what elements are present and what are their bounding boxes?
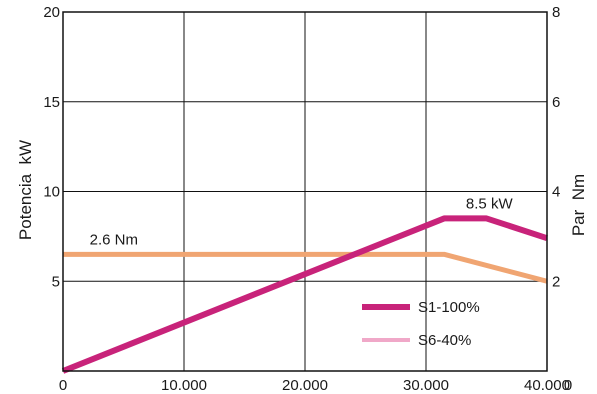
y-right-tick-label: 8 [552, 4, 560, 21]
annotation-label: 2.6 Nm [90, 231, 138, 248]
y-right-tick-label: 6 [552, 94, 560, 111]
annotations: 8.5 kW 2.6 Nm [90, 195, 514, 248]
x-tick-label: 30.000 [403, 377, 449, 394]
x-tick-label-origin: 0 [59, 377, 67, 394]
y-axis-right-title: Par Nm [569, 174, 588, 236]
y-left-tick-label: 10 [43, 184, 60, 201]
y-axis-left-title: Potencia kW [16, 140, 35, 240]
legend: S1-100% S6-40% [362, 299, 480, 349]
x-tick-label: 10.000 [161, 377, 207, 394]
y-right-tick-label: 4 [552, 184, 560, 201]
y-left-tick-label: 15 [43, 94, 60, 111]
legend-label: S6-40% [418, 332, 471, 349]
legend-label: S1-100% [418, 299, 480, 316]
grid [63, 12, 547, 371]
x-tick-label-origin-right: 0 [564, 377, 572, 394]
y-right-tick-label: 2 [552, 273, 560, 290]
y-left-tick-label: 20 [43, 4, 60, 21]
x-tick-label: 20.000 [282, 377, 328, 394]
y-left-tick-label: 5 [52, 273, 60, 290]
annotation-label: 8.5 kW [466, 195, 514, 212]
